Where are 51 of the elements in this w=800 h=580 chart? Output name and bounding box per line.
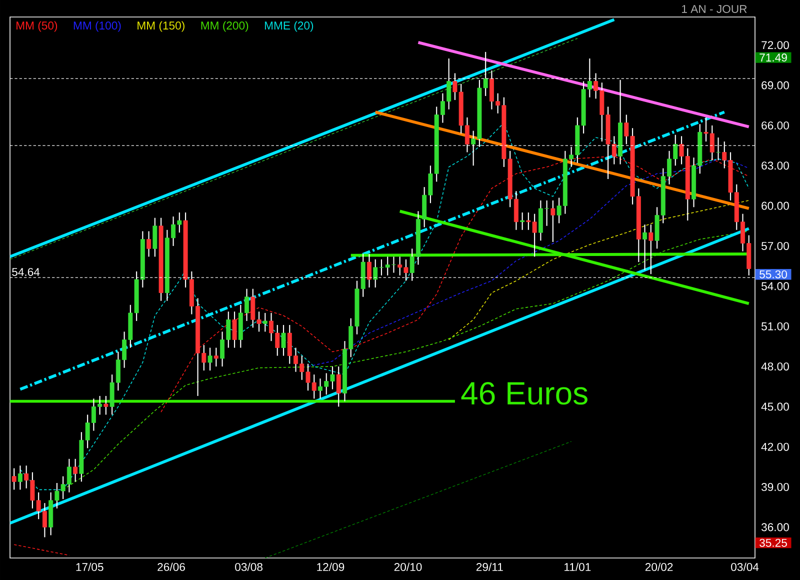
candlestick	[281, 324, 286, 356]
annotation: 46 Euros	[461, 382, 588, 405]
text: MM (50)	[16, 21, 58, 32]
candlestick	[146, 230, 152, 258]
text: MM (100)	[74, 21, 121, 32]
x-tick-label: 17/05	[76, 562, 104, 572]
y-tick-label: 39.00	[761, 483, 789, 492]
x-tick-label: 26/06	[158, 562, 185, 572]
y-tick-label: 45.00	[761, 402, 789, 411]
line-series	[448, 200, 750, 340]
y-tick-label: 69.00	[762, 81, 789, 90]
y-tick-label: 72.00	[762, 41, 789, 50]
candlestick	[550, 200, 556, 242]
x-tick-label: 29/11	[476, 562, 503, 572]
line-series	[308, 158, 750, 367]
x-tick-label: 11/01	[564, 562, 591, 572]
y-tick-label: 42.00	[761, 442, 789, 451]
y-tick-label: 63.00	[762, 162, 789, 170]
y-tick-label: 57.00	[762, 242, 789, 250]
candlestick	[73, 458, 78, 482]
text: MM (150)	[138, 21, 184, 32]
x-tick-label: 20/10	[394, 562, 422, 572]
candlestick	[232, 311, 237, 348]
y-tick-label: 66.00	[762, 121, 789, 130]
y-tick-label: 36.00	[761, 523, 789, 532]
ref-line-label: 54.64	[12, 268, 40, 276]
text: MME (20)	[264, 21, 314, 32]
candlestick	[18, 465, 22, 490]
chart-subtitle: 1 AN - JOUR	[682, 4, 747, 13]
y-tick-label: 54.00	[762, 282, 789, 290]
candlestick	[520, 212, 525, 230]
x-tick-label: 12/09	[317, 562, 344, 572]
text: MM (200)	[201, 21, 248, 32]
y-tick-label: 51.00	[762, 322, 789, 330]
x-tick-label: 03/08	[235, 562, 262, 572]
candlestick	[336, 366, 341, 408]
candlestick	[544, 200, 550, 226]
y-tick-label: 60.00	[762, 202, 789, 210]
candlestick	[104, 395, 108, 416]
candlestick	[642, 224, 648, 271]
candlestick	[214, 347, 218, 368]
annotation: 55.30	[760, 270, 787, 278]
text: 35.25	[760, 538, 787, 547]
candlestick	[152, 217, 158, 258]
candlestick	[208, 347, 212, 372]
candlestick	[262, 312, 268, 332]
text: 71.49	[760, 54, 787, 62]
x-tick-label: 20/02	[645, 562, 673, 572]
x-tick-label: 03/04	[731, 562, 759, 572]
candlestick	[648, 224, 654, 275]
y-tick-label: 48.00	[761, 362, 789, 370]
